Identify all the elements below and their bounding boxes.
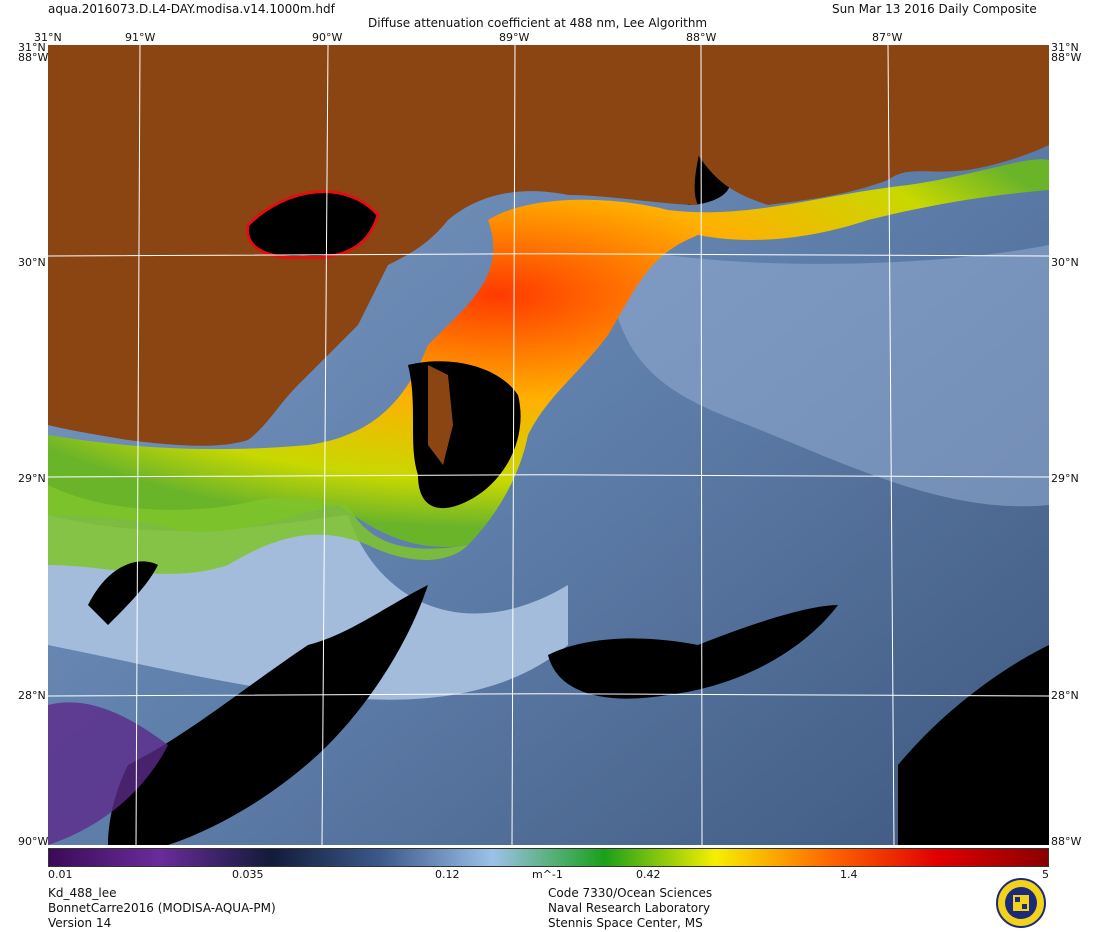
lake-pontchartrain <box>246 190 380 260</box>
product-name: Kd_488_lee <box>48 886 117 900</box>
corner-label-top-right-lon: 88°W <box>1051 51 1082 64</box>
colorbar <box>48 848 1049 867</box>
campaign-name: BonnetCarre2016 (MODISA-AQUA-PM) <box>48 901 276 915</box>
colorbar-tick-0035: 0.035 <box>232 868 264 881</box>
lat-label-30n-right: 30°N <box>1051 256 1079 269</box>
colorbar-tick-14: 1.4 <box>840 868 858 881</box>
kd488-map <box>48 45 1049 845</box>
lat-label-28n-left: 28°N <box>18 689 46 702</box>
map-canvas <box>48 45 1049 845</box>
colorbar-tick-042: 0.42 <box>636 868 661 881</box>
colorbar-tick-5: 5 <box>1042 868 1049 881</box>
graticule <box>48 45 1049 845</box>
file-name: aqua.2016073.D.L4-DAY.modisa.v14.1000m.h… <box>48 2 335 16</box>
lon-label-91w: 91°W <box>125 31 156 44</box>
purple-low-values <box>48 702 168 845</box>
colorbar-tick-001: 0.01 <box>48 868 73 881</box>
org-name: Naval Research Laboratory <box>548 901 711 915</box>
lat-label-29n-left: 29°N <box>18 472 46 485</box>
corner-label-bottom-left: 90°W <box>18 835 49 848</box>
corner-label-top-right-lat: 31°N <box>1051 41 1079 54</box>
org-location: Stennis Space Center, MS <box>548 916 703 930</box>
lon-label-87w: 87°W <box>872 31 903 44</box>
composite-date: Sun Mar 13 2016 Daily Composite <box>832 2 1037 16</box>
green-plume-edge <box>48 485 468 574</box>
loop-light-water <box>608 245 1049 507</box>
lon-label-89w: 89°W <box>499 31 530 44</box>
version-label: Version 14 <box>48 916 112 930</box>
org-code: Code 7330/Ocean Sciences <box>548 886 713 900</box>
colorbar-tick-012: 0.12 <box>435 868 460 881</box>
colorbar-unit: m^-1 <box>532 868 563 881</box>
land-peninsula-plaquemines <box>428 365 453 465</box>
coastal-plume <box>48 159 1049 547</box>
map-title: Diffuse attenuation coefficient at 488 n… <box>368 16 708 30</box>
lat-label-30n-left: 30°N <box>18 256 46 269</box>
corner-label-top-left-lon: 88°W <box>18 51 49 64</box>
lat-label-29n-right: 29°N <box>1051 472 1079 485</box>
land <box>48 45 1049 446</box>
corner-label-top-left: 31°N <box>34 31 62 44</box>
lat-label-28n-right: 28°N <box>1051 689 1079 702</box>
corner-label-bottom-right: 88°W <box>1051 835 1082 848</box>
lon-label-90w: 90°W <box>312 31 343 44</box>
lon-label-88w: 88°W <box>686 31 717 44</box>
corner-label-top-left-lat: 31°N <box>18 41 46 54</box>
nrl-seal-logo <box>996 878 1046 928</box>
